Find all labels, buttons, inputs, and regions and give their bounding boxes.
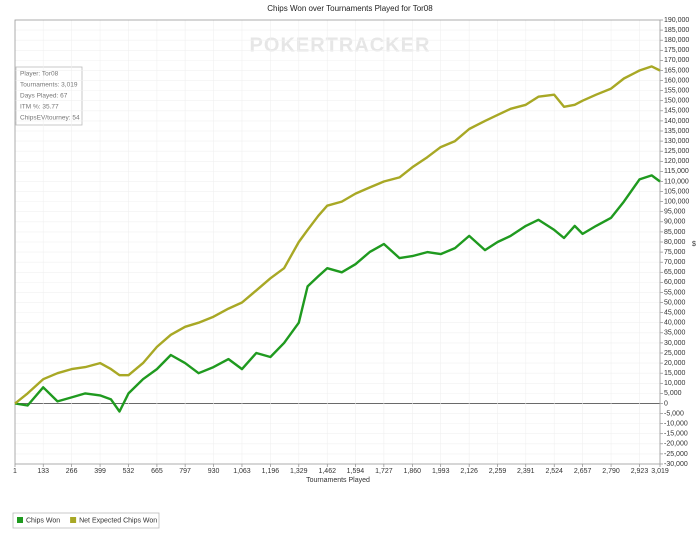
- y-tick-label: 165,000: [664, 67, 689, 74]
- y-tick-label: 175,000: [664, 47, 689, 54]
- x-tick-label: 2,657: [574, 468, 592, 475]
- y-tick-label: 120,000: [664, 158, 689, 165]
- y-tick-label: 5,000: [664, 390, 682, 397]
- y-tick-label: 110,000: [664, 178, 689, 185]
- y-tick-label: -10,000: [664, 420, 688, 427]
- stats-line: Player: Tor08: [20, 71, 59, 78]
- x-tick-label: 2,923: [631, 468, 649, 475]
- y-tick-label: 10,000: [664, 380, 686, 387]
- y-tick-label: -5,000: [664, 410, 684, 417]
- y-tick-label: 145,000: [664, 108, 689, 115]
- x-tick-label: 797: [179, 468, 191, 475]
- y-tick-label: 75,000: [664, 249, 686, 256]
- y-tick-label: 15,000: [664, 370, 686, 377]
- y-tick-label: 0: [664, 400, 668, 407]
- x-tick-label: 2,259: [489, 468, 507, 475]
- x-tick-label: 133: [37, 468, 49, 475]
- x-tick-label: 1,462: [318, 468, 336, 475]
- x-tick-label: 1: [13, 468, 17, 475]
- y-tick-label: 20,000: [664, 360, 686, 367]
- y-tick-label: 170,000: [664, 57, 689, 64]
- x-tick-label: 2,391: [517, 468, 535, 475]
- y-tick-label: 50,000: [664, 299, 686, 306]
- y-tick-label: 140,000: [664, 118, 689, 125]
- y-tick-label: 40,000: [664, 320, 686, 327]
- y-tick-label: 180,000: [664, 37, 689, 44]
- x-tick-label: 1,860: [404, 468, 422, 475]
- x-tick-label: 2,790: [602, 468, 620, 475]
- y-tick-label: 130,000: [664, 138, 689, 145]
- watermark: POKERTRACKER: [250, 34, 431, 56]
- series-line: [14, 65, 661, 405]
- x-tick-label: 930: [208, 468, 220, 475]
- x-tick-label: 2,524: [545, 468, 563, 475]
- y-tick-label: -25,000: [664, 451, 688, 458]
- x-axis-label: Tournaments Played: [306, 477, 370, 484]
- x-tick-label: 1,063: [233, 468, 251, 475]
- chart-title: Chips Won over Tournaments Played for To…: [267, 4, 433, 13]
- x-tick-label: 1,993: [432, 468, 450, 475]
- x-tick-label: 1,196: [262, 468, 280, 475]
- y-tick-label: 25,000: [664, 350, 686, 357]
- y-tick-label: 60,000: [664, 279, 686, 286]
- y-tick-label: 105,000: [664, 188, 689, 195]
- legend-label: Chips Won: [26, 517, 60, 524]
- series-line: [14, 174, 661, 413]
- y-tick-label: 35,000: [664, 330, 686, 337]
- y-tick-label: -20,000: [664, 441, 688, 448]
- y-tick-label: 125,000: [664, 148, 689, 155]
- y-tick-label: 190,000: [664, 17, 689, 24]
- y-tick-label: 150,000: [664, 98, 689, 105]
- y-tick-label: 80,000: [664, 239, 686, 246]
- y-tick-label: 100,000: [664, 198, 689, 205]
- y-tick-label: 155,000: [664, 87, 689, 94]
- x-tick-label: 1,329: [290, 468, 308, 475]
- y-tick-label: 90,000: [664, 219, 686, 226]
- y-tick-label: 185,000: [664, 27, 689, 34]
- y-tick-label: 85,000: [664, 229, 686, 236]
- y-tick-label: 55,000: [664, 289, 686, 296]
- y-tick-label: 30,000: [664, 340, 686, 347]
- y-tick-label: 115,000: [664, 168, 689, 175]
- x-tick-label: 1,594: [347, 468, 365, 475]
- x-tick-label: 665: [151, 468, 163, 475]
- y-tick-label: 160,000: [664, 77, 689, 84]
- x-tick-label: 1,727: [375, 468, 393, 475]
- y-tick-label: -15,000: [664, 431, 688, 438]
- x-tick-label: 2,126: [460, 468, 478, 475]
- legend-swatch: [17, 517, 23, 523]
- stats-box: [15, 66, 83, 126]
- plot-frame: [14, 19, 661, 465]
- legend-swatch: [70, 517, 77, 523]
- stats-line: Days Played: 67: [20, 93, 68, 100]
- x-tick-label: 3,019: [651, 468, 669, 475]
- x-tick-label: 532: [123, 468, 135, 475]
- legend-box: [12, 512, 160, 529]
- stats-line: Tournaments: 3,019: [20, 82, 78, 89]
- y-tick-label: 65,000: [664, 269, 686, 276]
- y-axis-label: $: [692, 241, 696, 248]
- x-tick-label: 266: [66, 468, 78, 475]
- x-tick-label: 399: [94, 468, 106, 475]
- y-tick-label: 95,000: [664, 209, 686, 216]
- legend-label: Net Expected Chips Won: [79, 517, 157, 524]
- y-tick-label: 45,000: [664, 309, 686, 316]
- stats-line: ChipsEV/tourney: 54: [20, 115, 80, 122]
- y-tick-label: 135,000: [664, 128, 689, 135]
- y-tick-label: -30,000: [664, 461, 688, 468]
- y-tick-label: 70,000: [664, 259, 686, 266]
- stats-line: ITM %: 35.77: [20, 104, 59, 111]
